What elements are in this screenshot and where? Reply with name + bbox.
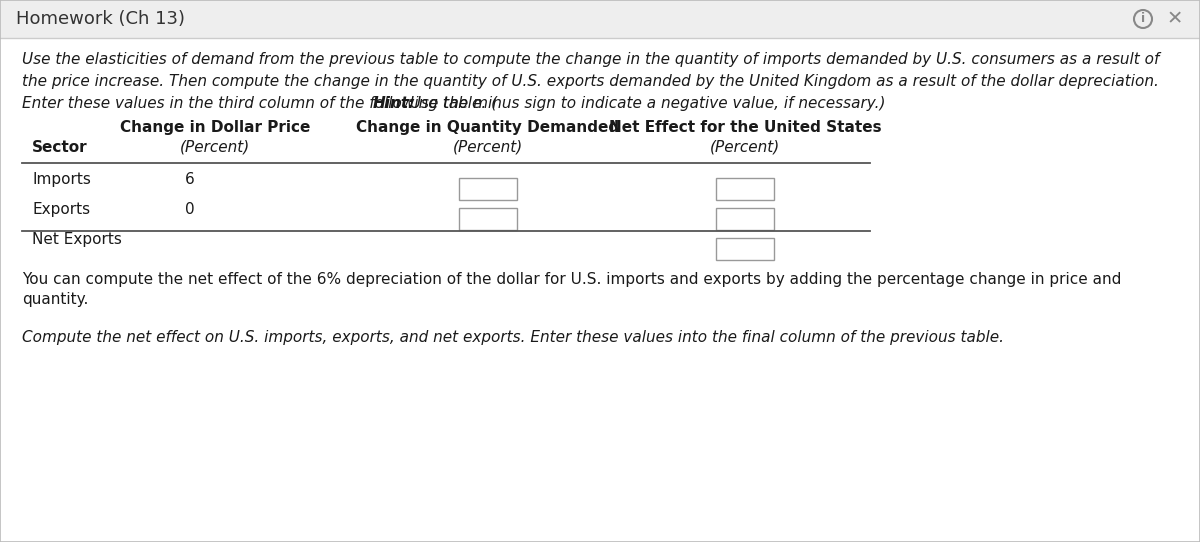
Text: Net Exports: Net Exports — [32, 232, 122, 247]
Text: Sector: Sector — [32, 140, 88, 155]
Text: 6: 6 — [185, 172, 194, 187]
FancyBboxPatch shape — [716, 178, 774, 200]
Text: 0: 0 — [185, 202, 194, 217]
Text: ✕: ✕ — [1166, 10, 1183, 29]
FancyBboxPatch shape — [0, 0, 1200, 38]
Text: Imports: Imports — [32, 172, 91, 187]
Text: Net Effect for the United States: Net Effect for the United States — [608, 120, 881, 135]
FancyBboxPatch shape — [716, 238, 774, 260]
Text: (Percent): (Percent) — [452, 140, 523, 155]
FancyBboxPatch shape — [716, 208, 774, 230]
Text: Use the minus sign to indicate a negative value, if necessary.): Use the minus sign to indicate a negativ… — [404, 96, 886, 111]
Text: You can compute the net effect of the 6% depreciation of the dollar for U.S. imp: You can compute the net effect of the 6%… — [22, 272, 1121, 287]
Text: Compute the net effect on U.S. imports, exports, and net exports. Enter these va: Compute the net effect on U.S. imports, … — [22, 330, 1004, 345]
Text: i: i — [1141, 12, 1145, 25]
Text: quantity.: quantity. — [22, 292, 89, 307]
Text: (Percent): (Percent) — [180, 140, 250, 155]
Text: Change in Quantity Demanded: Change in Quantity Demanded — [356, 120, 619, 135]
FancyBboxPatch shape — [458, 208, 517, 230]
Text: Exports: Exports — [32, 202, 90, 217]
Text: Change in Dollar Price: Change in Dollar Price — [120, 120, 310, 135]
Text: Use the elasticities of demand from the previous table to compute the change in : Use the elasticities of demand from the … — [22, 52, 1159, 67]
Text: Hint:: Hint: — [373, 96, 415, 111]
Text: Enter these values in the third column of the following table. (: Enter these values in the third column o… — [22, 96, 497, 111]
Text: the price increase. Then compute the change in the quantity of U.S. exports dema: the price increase. Then compute the cha… — [22, 74, 1159, 89]
Text: (Percent): (Percent) — [710, 140, 780, 155]
Text: Homework (Ch 13): Homework (Ch 13) — [16, 10, 185, 28]
FancyBboxPatch shape — [458, 178, 517, 200]
